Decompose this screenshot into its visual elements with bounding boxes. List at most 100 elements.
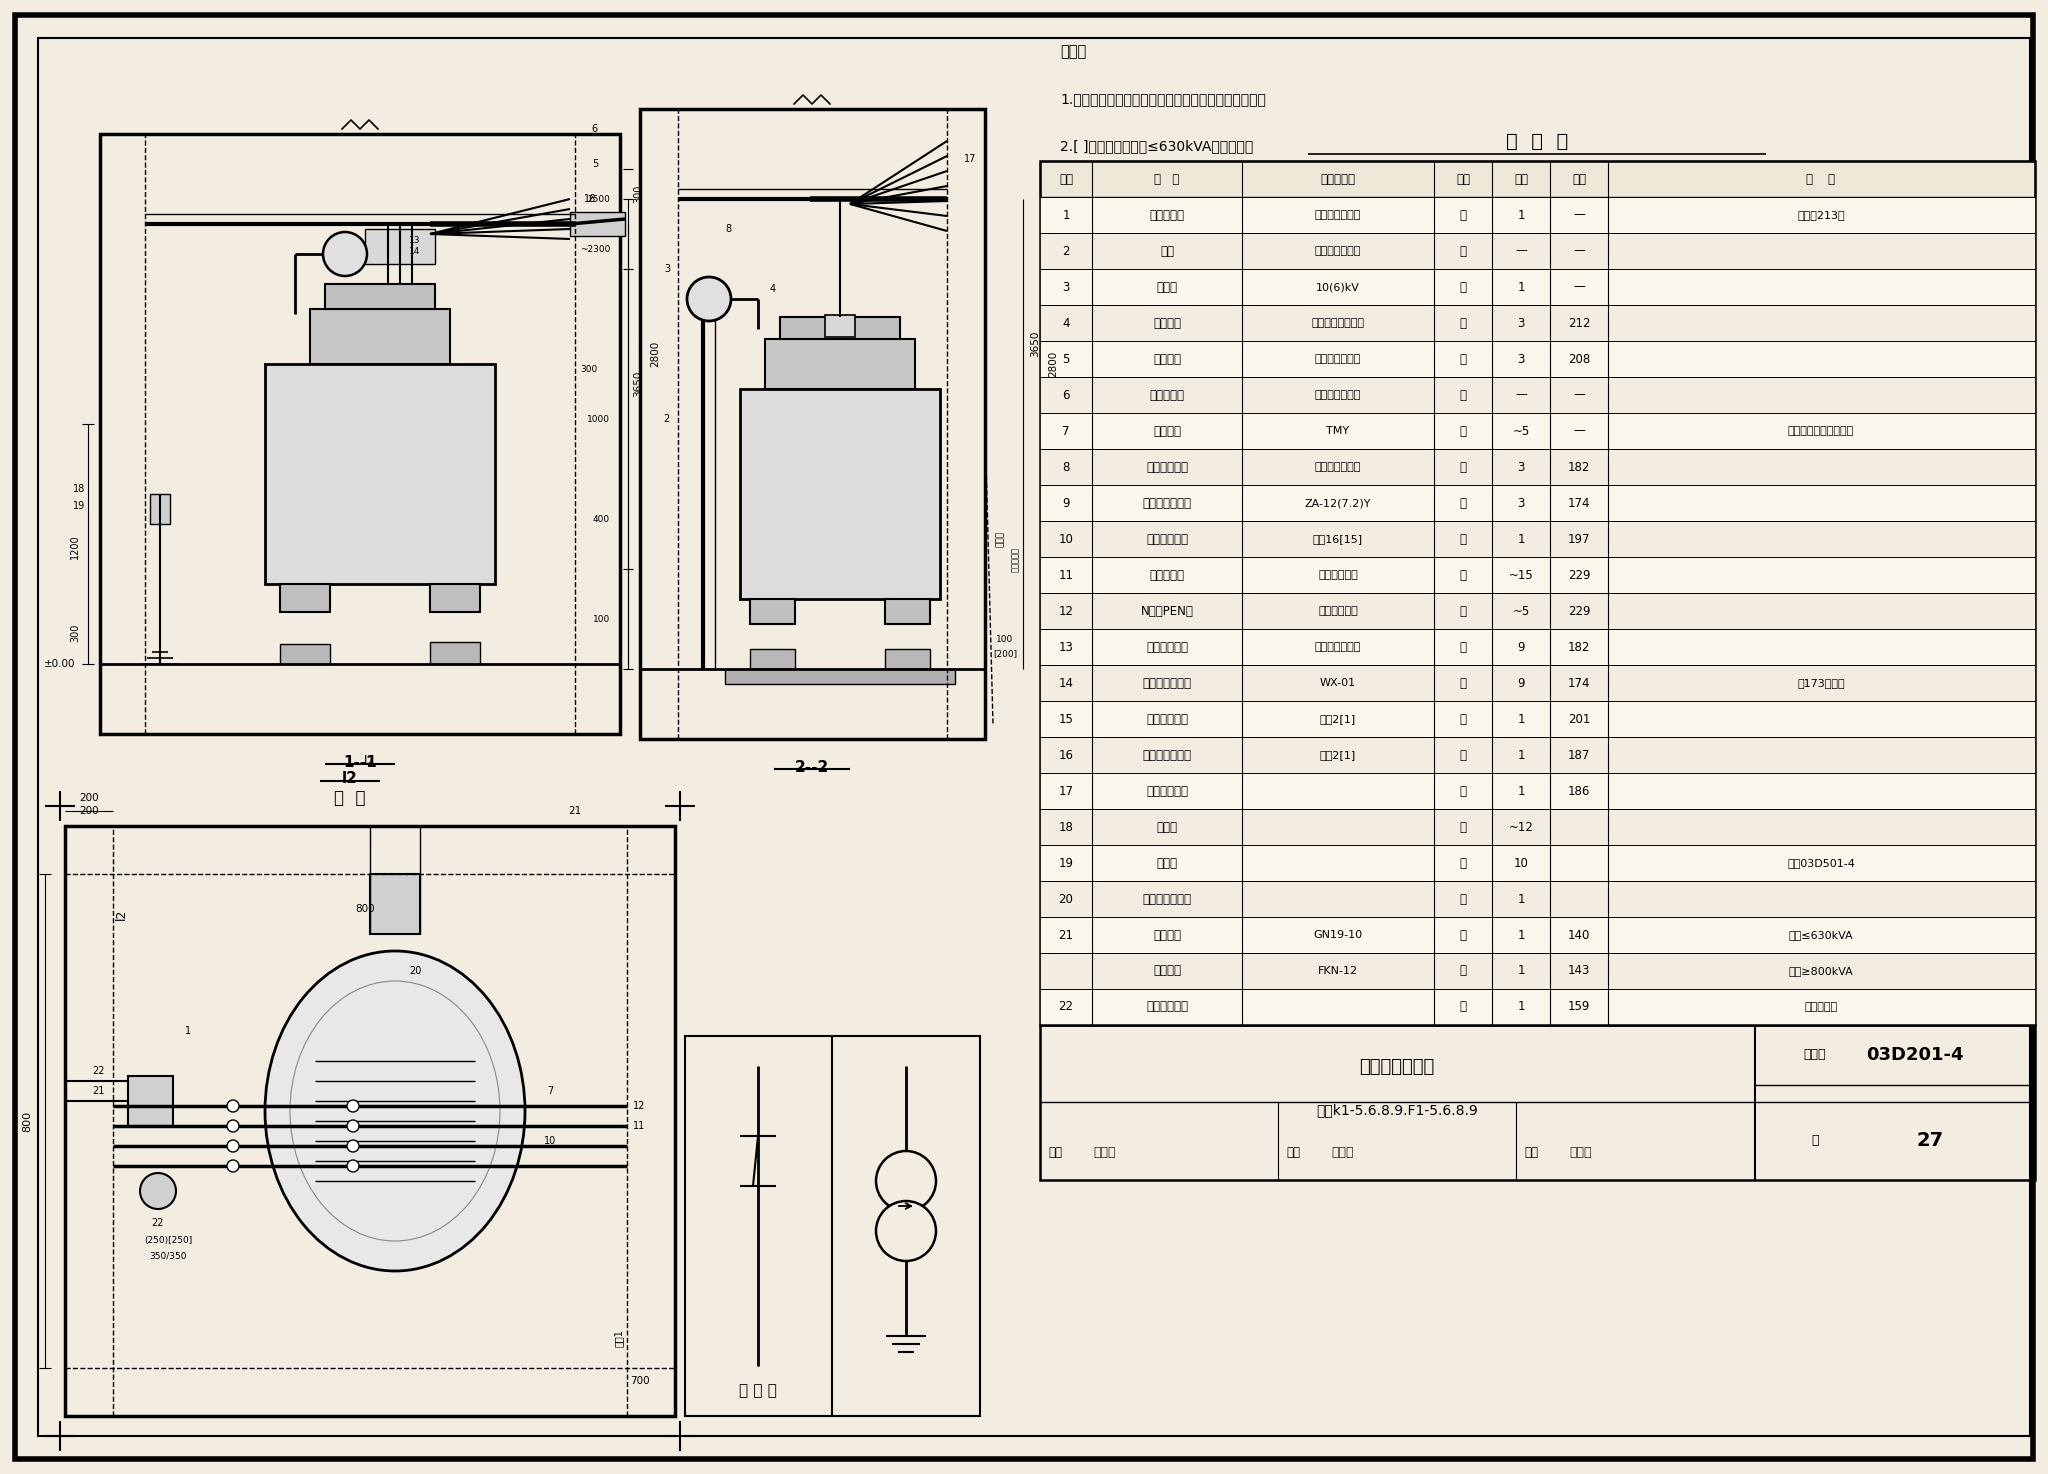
Text: 11: 11 [1059, 569, 1073, 582]
Text: 审核: 审核 [1049, 1145, 1063, 1159]
Text: 3: 3 [1518, 497, 1524, 510]
Bar [1040, 881, 2036, 917]
Bar [309, 310, 451, 364]
Text: 1: 1 [1518, 712, 1526, 725]
Text: 5: 5 [1063, 352, 1069, 366]
Text: 14: 14 [1059, 677, 1073, 690]
Text: 高压母线夹具: 高压母线夹具 [1147, 460, 1188, 473]
Text: 2--2: 2--2 [795, 759, 829, 774]
Circle shape [227, 1120, 240, 1132]
Text: 7: 7 [1063, 425, 1069, 438]
Text: 201: 201 [1569, 712, 1589, 725]
Text: 11: 11 [633, 1122, 645, 1131]
Text: 03D201-4: 03D201-4 [1866, 1047, 1964, 1064]
Text: 4: 4 [770, 284, 776, 293]
Text: 单位: 单位 [1456, 172, 1470, 186]
Bar [1040, 629, 2036, 665]
Text: 8: 8 [1063, 460, 1069, 473]
Bar [1040, 665, 2036, 702]
Text: 至接地装置: 至接地装置 [1010, 547, 1020, 572]
Text: 米: 米 [1460, 389, 1466, 401]
Text: 个: 个 [1460, 677, 1466, 690]
Text: 1: 1 [1063, 208, 1069, 221]
Circle shape [139, 1173, 176, 1209]
Text: N线或PEN线: N线或PEN线 [1141, 604, 1194, 618]
Text: 米: 米 [1460, 821, 1466, 833]
Text: ~5: ~5 [1511, 604, 1530, 618]
Text: 台: 台 [1460, 964, 1466, 977]
Circle shape [227, 1100, 240, 1111]
Text: 电缆保护管: 电缆保护管 [1149, 389, 1184, 401]
Text: —: — [1573, 425, 1585, 438]
Text: 208: 208 [1569, 352, 1589, 366]
Text: 电力变压器: 电力变压器 [1149, 208, 1184, 221]
Text: 付: 付 [1460, 784, 1466, 797]
Text: 200: 200 [80, 806, 98, 817]
Circle shape [346, 1100, 358, 1111]
Text: 143: 143 [1569, 964, 1589, 977]
Text: 800: 800 [23, 1110, 33, 1132]
Text: 10: 10 [1513, 856, 1528, 870]
Text: 数量: 数量 [1513, 172, 1528, 186]
Text: 沈加艳: 沈加艳 [1331, 1145, 1354, 1159]
Text: 1: 1 [184, 1026, 190, 1036]
Text: 16: 16 [584, 195, 596, 203]
Text: 设计: 设计 [1524, 1145, 1538, 1159]
Circle shape [686, 277, 731, 321]
Text: 台: 台 [1460, 1001, 1466, 1014]
Text: 174: 174 [1569, 497, 1589, 510]
Text: 182: 182 [1569, 460, 1589, 473]
Text: 低压母线夹具: 低压母线夹具 [1147, 641, 1188, 653]
Text: 3650: 3650 [1030, 330, 1040, 357]
Text: 负荷开关: 负荷开关 [1153, 964, 1182, 977]
Text: 米: 米 [1460, 569, 1466, 582]
Bar [750, 649, 795, 669]
Text: 高压母线: 高压母线 [1153, 425, 1182, 438]
Bar [1040, 593, 2036, 629]
Bar [1040, 305, 2036, 340]
Text: l2: l2 [365, 755, 375, 768]
Text: 低压母线桥架: 低压母线桥架 [1147, 712, 1188, 725]
Text: —: — [1573, 389, 1585, 401]
Text: 21: 21 [569, 806, 582, 817]
Text: 李勘忠: 李勘忠 [1094, 1145, 1116, 1159]
Text: 1: 1 [1518, 749, 1526, 762]
Bar [365, 228, 434, 264]
Text: 3: 3 [1518, 317, 1524, 330]
Text: 197: 197 [1569, 532, 1589, 545]
Text: GN19-10: GN19-10 [1313, 930, 1362, 940]
Text: 17: 17 [965, 153, 977, 164]
Bar [305, 1041, 485, 1201]
Text: 个: 个 [1460, 856, 1466, 870]
Text: 个: 个 [1460, 280, 1466, 293]
Text: (250)[250]: (250)[250] [143, 1237, 193, 1246]
Text: —: — [1516, 389, 1528, 401]
Text: 序号: 序号 [1059, 172, 1073, 186]
Text: 平  面: 平 面 [334, 789, 367, 806]
Text: 后室1: 后室1 [614, 1330, 625, 1347]
Text: ~5: ~5 [1511, 425, 1530, 438]
Bar [430, 643, 479, 663]
Text: 1200: 1200 [70, 534, 80, 559]
Text: 图集号: 图集号 [1804, 1048, 1827, 1061]
Circle shape [346, 1160, 358, 1172]
Text: 200: 200 [80, 793, 98, 803]
Text: 1: 1 [1518, 532, 1526, 545]
Text: 100: 100 [997, 634, 1014, 644]
Text: 300: 300 [633, 184, 643, 203]
Text: 400: 400 [592, 514, 610, 523]
Bar [684, 1036, 981, 1417]
Text: 为配套产品: 为配套产品 [1804, 1002, 1837, 1013]
Text: 3: 3 [1063, 280, 1069, 293]
Text: ~2300: ~2300 [580, 245, 610, 254]
Circle shape [877, 1201, 936, 1260]
Text: 12: 12 [1059, 604, 1073, 618]
Bar [150, 494, 170, 523]
Text: 20: 20 [1059, 892, 1073, 905]
Text: 21: 21 [92, 1086, 104, 1097]
Text: ~15: ~15 [1509, 569, 1534, 582]
Bar [430, 584, 479, 612]
Text: ±0.00: ±0.00 [43, 659, 76, 669]
Text: 140: 140 [1569, 929, 1589, 942]
Bar [569, 212, 625, 236]
